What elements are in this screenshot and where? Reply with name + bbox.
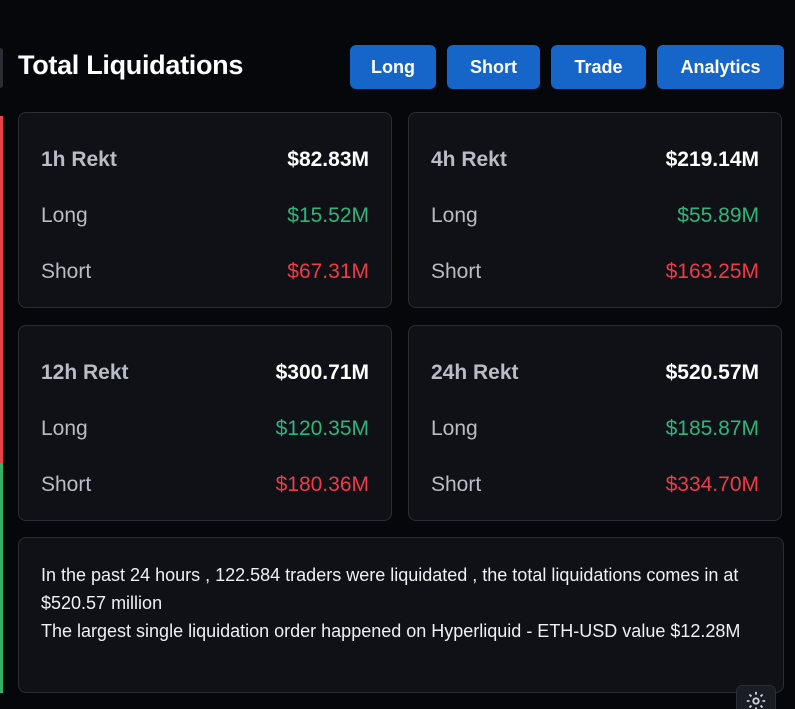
card-header-row: 12h Rekt $300.71M: [41, 361, 369, 385]
short-value: $334.70M: [665, 473, 759, 496]
long-label: Long: [431, 204, 478, 227]
card-title: 1h Rekt: [41, 148, 117, 171]
left-edge-tab: [0, 48, 3, 88]
accent-bar-red: [0, 116, 3, 463]
card-title: 24h Rekt: [431, 361, 519, 384]
trade-button[interactable]: Trade: [551, 45, 646, 89]
rekt-card-1h: 1h Rekt $82.83M Long $15.52M Short $67.3…: [18, 112, 392, 308]
rekt-card-12h: 12h Rekt $300.71M Long $120.35M Short $1…: [18, 325, 392, 521]
card-header-row: 24h Rekt $520.57M: [431, 361, 759, 385]
card-total: $82.83M: [287, 148, 369, 171]
card-title: 4h Rekt: [431, 148, 507, 171]
card-long-row: Long $120.35M: [41, 417, 369, 441]
short-button[interactable]: Short: [447, 45, 540, 89]
card-short-row: Short $67.31M: [41, 260, 369, 284]
card-total: $219.14M: [665, 148, 759, 171]
long-value: $185.87M: [665, 417, 759, 440]
short-value: $180.36M: [275, 473, 369, 496]
accent-bar-green: [0, 463, 3, 693]
card-total: $300.71M: [275, 361, 369, 384]
short-value: $163.25M: [665, 260, 759, 283]
card-long-row: Long $55.89M: [431, 204, 759, 228]
long-value: $120.35M: [275, 417, 369, 440]
short-label: Short: [431, 260, 482, 283]
short-label: Short: [41, 260, 92, 283]
gear-icon: [746, 691, 766, 709]
long-value: $15.52M: [287, 204, 369, 227]
card-short-row: Short $163.25M: [431, 260, 759, 284]
settings-button[interactable]: [736, 685, 776, 709]
rekt-card-24h: 24h Rekt $520.57M Long $185.87M Short $3…: [408, 325, 782, 521]
short-value: $67.31M: [287, 260, 369, 283]
long-label: Long: [431, 417, 478, 440]
long-button[interactable]: Long: [350, 45, 436, 89]
card-header-row: 4h Rekt $219.14M: [431, 148, 759, 172]
card-title: 12h Rekt: [41, 361, 129, 384]
long-label: Long: [41, 204, 88, 227]
card-long-row: Long $15.52M: [41, 204, 369, 228]
card-long-row: Long $185.87M: [431, 417, 759, 441]
short-label: Short: [41, 473, 92, 496]
long-label: Long: [41, 417, 88, 440]
liquidation-summary: In the past 24 hours , 122.584 traders w…: [18, 537, 784, 693]
summary-largest-order-text: The largest single liquidation order hap…: [41, 621, 741, 641]
rekt-card-4h: 4h Rekt $219.14M Long $55.89M Short $163…: [408, 112, 782, 308]
card-short-row: Short $180.36M: [41, 473, 369, 497]
card-short-row: Short $334.70M: [431, 473, 759, 497]
summary-total-text: In the past 24 hours , 122.584 traders w…: [41, 565, 739, 613]
short-label: Short: [431, 473, 482, 496]
analytics-button[interactable]: Analytics: [657, 45, 784, 89]
card-total: $520.57M: [665, 361, 759, 384]
page-title: Total Liquidations: [18, 50, 244, 80]
long-value: $55.89M: [677, 204, 759, 227]
card-header-row: 1h Rekt $82.83M: [41, 148, 369, 172]
